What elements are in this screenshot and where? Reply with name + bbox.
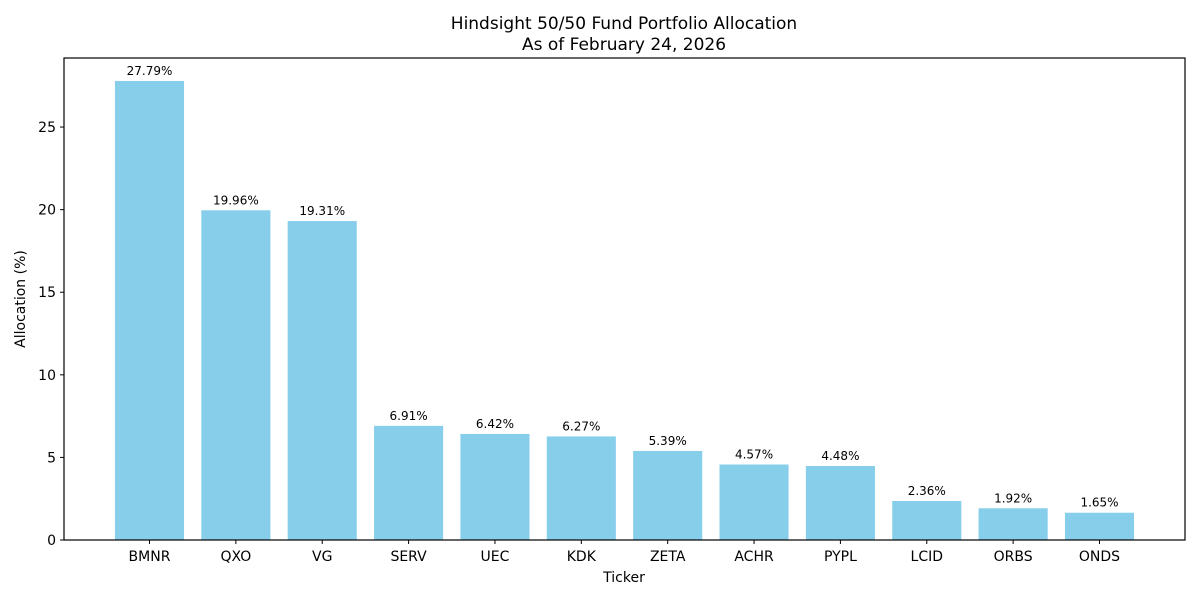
- bar-onds: [1064, 512, 1135, 540]
- data-label: 6.91%: [390, 409, 428, 423]
- bar-bmnr: [114, 80, 185, 541]
- x-tick-label: PYPL: [824, 549, 857, 565]
- bar-pypl: [805, 465, 875, 540]
- y-tick-label: 5: [47, 450, 56, 466]
- bar-zeta: [633, 450, 703, 540]
- x-tick-label: BMNR: [129, 549, 171, 565]
- y-tick-label: 25: [38, 120, 56, 136]
- y-tick-label: 0: [47, 533, 56, 549]
- data-label: 1.92%: [994, 491, 1032, 505]
- y-tick-label: 20: [38, 203, 56, 219]
- y-tick-label: 15: [38, 285, 56, 301]
- data-label: 19.31%: [299, 204, 345, 218]
- x-tick-label: ORBS: [994, 549, 1033, 565]
- bar-lcid: [892, 501, 962, 540]
- data-label: 4.57%: [735, 448, 773, 462]
- data-label: 4.48%: [821, 449, 859, 463]
- x-tick-label: SERV: [390, 549, 427, 565]
- x-tick-label: ZETA: [650, 549, 686, 565]
- x-tick-label: ONDS: [1079, 549, 1120, 565]
- x-axis-label: Ticker: [602, 570, 645, 586]
- bar-achr: [719, 464, 789, 540]
- chart-subtitle: As of February 24, 2026: [522, 35, 726, 55]
- x-tick-label: VG: [312, 549, 332, 565]
- x-tick-label: KDK: [567, 549, 597, 565]
- bar-serv: [374, 425, 444, 540]
- chart-title: Hindsight 50/50 Fund Portfolio Allocatio…: [451, 14, 797, 34]
- x-tick-label: UEC: [481, 549, 510, 565]
- plot-frame: [63, 57, 1186, 541]
- bar-uec: [460, 433, 530, 540]
- y-tick-label: 10: [38, 368, 56, 384]
- data-label: 5.39%: [649, 434, 687, 448]
- bar-orbs: [978, 508, 1048, 540]
- x-tick-label: ACHR: [734, 549, 774, 565]
- bar-kdk: [546, 436, 616, 540]
- y-axis-label: Allocation (%): [13, 250, 29, 348]
- bar-qxo: [201, 210, 271, 540]
- data-label: 6.27%: [562, 419, 600, 433]
- data-label: 6.42%: [476, 417, 514, 431]
- bar-vg: [287, 221, 357, 540]
- data-label: 2.36%: [908, 484, 946, 498]
- x-tick-label: QXO: [220, 549, 251, 565]
- data-label: 1.65%: [1080, 496, 1118, 510]
- data-label: 19.96%: [213, 193, 259, 207]
- data-label: 27.79%: [127, 64, 173, 78]
- x-tick-label: LCID: [911, 549, 943, 565]
